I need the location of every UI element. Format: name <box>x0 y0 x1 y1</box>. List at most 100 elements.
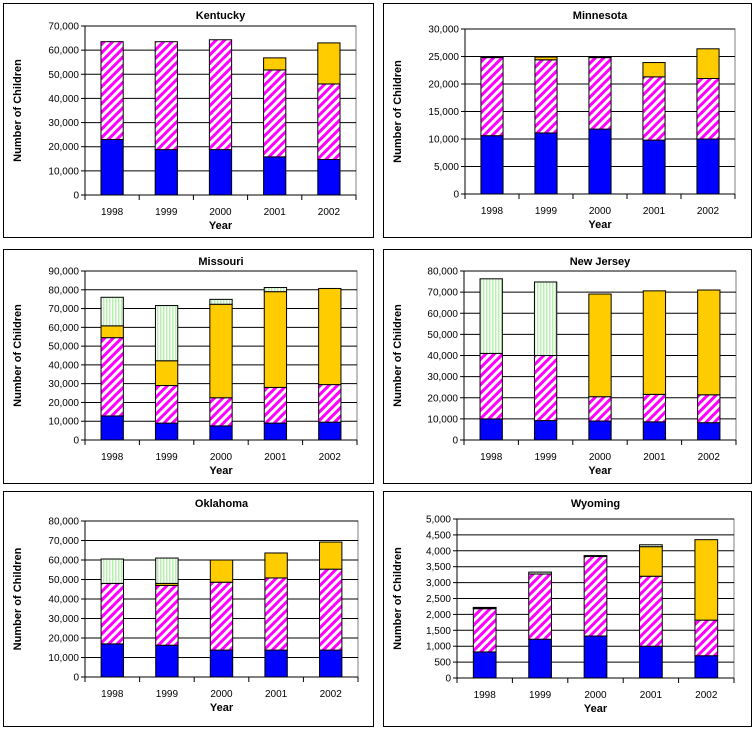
bar-segment-series-3 <box>317 42 341 85</box>
bar-segment-series-2 <box>694 619 719 657</box>
x-tick-label: 1998 <box>474 690 497 701</box>
chart-title: Wyoming <box>571 498 620 510</box>
bar-segment-series-2 <box>264 577 288 651</box>
bar-segment-series-1 <box>263 156 287 196</box>
y-tick-label: 25,000 <box>428 52 459 63</box>
bar-segment-series-1 <box>534 132 558 195</box>
bar-segment-series-2 <box>263 386 288 424</box>
bar-segment-series-1 <box>480 135 504 195</box>
x-tick-label: 1998 <box>101 452 124 463</box>
x-tick-label: 2000 <box>584 690 607 701</box>
bar-segment-series-3 <box>319 541 343 570</box>
bar-segment-series-3 <box>696 48 720 79</box>
y-tick-label: 60,000 <box>48 556 79 567</box>
y-axis-label: Number of Children <box>12 304 24 407</box>
bar-segment-series-2 <box>642 76 666 141</box>
x-tick-label: 2002 <box>319 452 342 463</box>
x-axis-label: Year <box>588 219 612 231</box>
y-tick-label: 30,000 <box>48 379 79 390</box>
chart-svg: Wyoming 0 500 1,000 1,500 2,000 2,500 3,000 3,50… <box>392 498 735 715</box>
bar-segment-series-3 <box>697 289 721 396</box>
y-tick-label: 3,500 <box>426 562 451 573</box>
x-tick-label: 1999 <box>155 207 178 218</box>
y-tick-label: 0 <box>452 436 458 447</box>
bar-segment-series-2 <box>480 57 504 137</box>
chart-svg: Oklahoma 0 10,000 20,000 30,000 40,000 50,000 6… <box>12 498 359 714</box>
bar-segment-series-1 <box>588 128 612 195</box>
y-tick-label: 5,000 <box>434 162 459 173</box>
x-tick-label: 2000 <box>589 452 612 463</box>
x-tick-label: 2001 <box>643 206 666 217</box>
bar-segment-series-3 <box>642 62 666 78</box>
bar-segment-series-4 <box>263 287 288 293</box>
bar-segment-series-3 <box>588 293 612 398</box>
x-tick-label: 2002 <box>698 452 721 463</box>
y-tick-label: 4,000 <box>426 546 451 557</box>
y-tick-label: 20,000 <box>48 142 79 153</box>
x-tick-label: 1999 <box>156 689 179 700</box>
bar-segment-series-4 <box>100 296 124 327</box>
bar-segment-series-2 <box>208 39 233 151</box>
bar-segment-series-1 <box>697 422 721 441</box>
y-tick-label: 70,000 <box>48 536 79 547</box>
chart-svg: Minnesota 0 5,000 10,000 15,000 20,000 25,000 3… <box>392 10 736 231</box>
bar-segment-series-4 <box>528 571 552 575</box>
y-tick-label: 15,000 <box>428 107 459 118</box>
bar-segment-series-1 <box>639 645 663 679</box>
y-tick-label: 4,500 <box>426 530 451 541</box>
bar-segment-series-2 <box>319 568 343 651</box>
chart-svg: New Jersey 0 10,000 20,000 30,000 40,000 50,00… <box>392 256 737 477</box>
chart-title: Oklahoma <box>195 498 249 510</box>
chart-svg: Kentucky 0 10,000 20,000 30,000 40,000 50,000 6… <box>12 10 357 232</box>
bar-segment-series-1 <box>154 149 178 196</box>
bar-segment-series-4 <box>155 557 179 584</box>
bar-segment-series-3 <box>264 552 288 579</box>
y-tick-label: 0 <box>73 191 79 202</box>
x-tick-label: 1999 <box>535 206 558 217</box>
y-tick-label: 2,000 <box>426 610 451 621</box>
bar-segment-series-2 <box>100 582 124 645</box>
x-axis-label: Year <box>210 702 234 714</box>
bar-segment-series-2 <box>534 59 558 134</box>
bar-segment-series-1 <box>696 138 720 195</box>
bar-segment-series-2 <box>155 584 179 646</box>
bar-segment-series-4 <box>154 305 179 362</box>
bar-segment-series-2 <box>639 575 663 647</box>
bar-segment-series-3 <box>639 546 663 577</box>
bar-segment-series-1 <box>588 420 612 441</box>
bar-segment-series-3 <box>694 539 719 621</box>
bar-segment-series-3 <box>480 56 504 59</box>
bar-segment-series-2 <box>154 41 178 151</box>
bar-segment-series-1 <box>155 644 179 678</box>
x-tick-label: 1998 <box>481 206 504 217</box>
bar-segment-series-1 <box>318 421 342 441</box>
bar-segment-series-1 <box>479 418 503 441</box>
bar-segment-series-2 <box>209 581 234 651</box>
y-tick-label: 20,000 <box>48 398 79 409</box>
y-tick-label: 2,500 <box>426 594 451 605</box>
chart-panel-wyoming: Wyoming 0 500 1,000 1,500 2,000 2,500 3,000 3,50… <box>383 491 752 727</box>
chart-title: Minnesota <box>573 10 628 22</box>
bar-segment-series-4 <box>479 278 503 354</box>
y-tick-label: 20,000 <box>427 393 458 404</box>
y-tick-label: 90,000 <box>48 267 79 278</box>
bar-segment-series-2 <box>588 57 612 130</box>
y-tick-label: 40,000 <box>427 351 458 362</box>
y-tick-label: 70,000 <box>48 22 79 33</box>
x-tick-label: 2002 <box>320 689 343 700</box>
bar-segment-series-3 <box>209 303 233 399</box>
bar-segment-series-1 <box>154 422 179 441</box>
bar-segment-series-2 <box>472 608 497 653</box>
x-tick-label: 1999 <box>529 690 552 701</box>
bar-segment-series-2 <box>697 394 721 424</box>
y-tick-label: 0 <box>445 674 451 685</box>
bar-segment-series-2 <box>588 396 612 422</box>
bar-segment-series-3 <box>154 360 179 387</box>
x-tick-label: 2000 <box>209 207 232 218</box>
y-tick-label: 80,000 <box>427 267 458 278</box>
bar-segment-series-3 <box>588 56 612 59</box>
x-axis-label: Year <box>209 465 233 477</box>
bar-segment-series-1 <box>583 635 608 679</box>
bar-segment-series-2 <box>479 352 503 420</box>
x-axis-label: Year <box>209 220 233 232</box>
